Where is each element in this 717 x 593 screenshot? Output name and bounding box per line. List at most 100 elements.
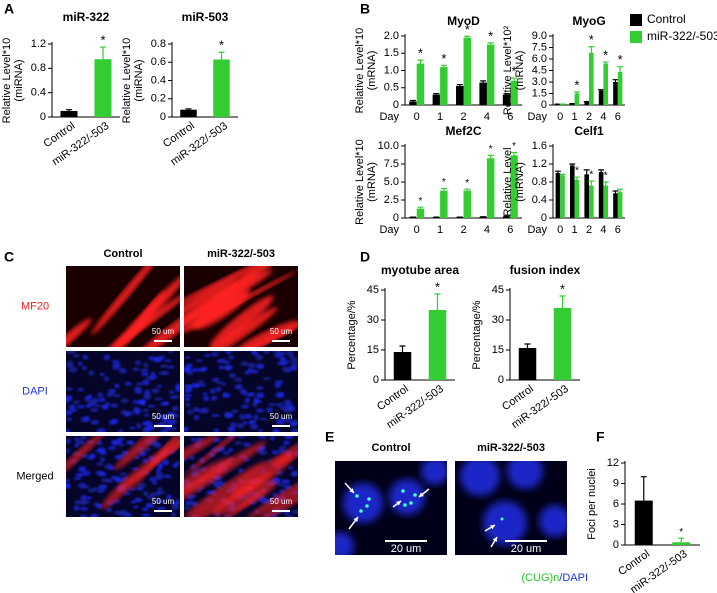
nucleus (185, 402, 191, 408)
nucleus (99, 484, 108, 488)
myotube (102, 273, 180, 347)
nucleus (257, 428, 264, 432)
significance-star: * (575, 166, 579, 177)
nucleus (107, 389, 113, 393)
nucleus (147, 423, 154, 430)
nucleus (175, 387, 180, 392)
nucleus (99, 456, 106, 463)
chart-title: Mef2C (445, 124, 481, 138)
y-tick-label: 0 (160, 111, 166, 123)
y-axis-label: Relative Level*10 (354, 28, 366, 114)
nucleus (134, 360, 142, 366)
error-bar (433, 93, 440, 95)
nucleus (158, 371, 165, 375)
myotube (91, 266, 163, 336)
nucleus (242, 421, 249, 425)
nucleus (101, 405, 109, 410)
nucleus (252, 352, 260, 356)
nucleus (129, 426, 136, 430)
nucleus (171, 511, 177, 517)
error-bar (612, 190, 619, 194)
panel-letter: B (360, 1, 370, 17)
nucleus (184, 384, 193, 388)
nucleus (271, 450, 280, 455)
nucleus (283, 399, 292, 405)
significance-star: * (603, 48, 608, 63)
nucleus (137, 482, 146, 489)
nucleus (98, 397, 106, 403)
nucleus (222, 360, 231, 365)
bar (613, 82, 618, 105)
rna-focus (500, 517, 504, 521)
nucleus (168, 419, 178, 424)
nucleus (245, 392, 254, 397)
nucleus (136, 382, 144, 386)
scale-label: 50 um (270, 412, 293, 421)
nucleus (282, 407, 288, 413)
significance-star: * (589, 170, 593, 181)
x-tick-label: 1 (437, 224, 443, 236)
nucleus (171, 504, 180, 511)
nucleus (190, 437, 197, 442)
bar (432, 94, 441, 105)
nucleus (234, 441, 242, 445)
nucleus (99, 372, 105, 377)
nucleus (421, 461, 447, 485)
nucleus (164, 359, 172, 363)
nucleus (113, 511, 122, 515)
chart-title: fusion index (510, 263, 581, 277)
nucleus (289, 421, 298, 427)
nucleus (204, 353, 211, 358)
nucleus (284, 436, 293, 439)
error-bar (503, 93, 510, 95)
nucleus (133, 406, 140, 413)
significance-star: * (219, 38, 224, 53)
y-axis-label: Foci per nuclei (586, 468, 598, 540)
nucleus (73, 400, 80, 405)
nucleus (103, 354, 110, 361)
nucleus (106, 392, 115, 397)
legend-swatch (630, 31, 642, 43)
y-tick-label: 0.4 (532, 194, 547, 206)
x-axis-label: Day (379, 224, 399, 236)
bar (409, 101, 417, 105)
nucleus (234, 384, 243, 390)
error-bar (598, 89, 605, 91)
chart-title: MyoG (572, 14, 605, 28)
x-tick-label: 6 (615, 111, 621, 123)
error-bar (573, 176, 580, 180)
nucleus (258, 436, 267, 439)
nucleus (248, 419, 254, 426)
nucleus (242, 442, 251, 447)
nucleus (106, 507, 113, 513)
nucleus (124, 381, 133, 386)
error-bar (464, 35, 471, 38)
error-bar (640, 476, 647, 501)
nucleus (202, 407, 210, 414)
error-bar (617, 66, 624, 73)
nucleus (184, 426, 189, 432)
error-bar (598, 169, 605, 173)
nucleus (263, 351, 270, 354)
error-bar (559, 295, 566, 308)
rna-focus (359, 509, 363, 513)
nucleus (220, 381, 227, 386)
nucleus (291, 360, 298, 366)
y-tick-label: 0 (393, 212, 399, 224)
nucleus (240, 361, 249, 367)
x-axis-label: Day (379, 111, 399, 123)
significance-star: * (442, 177, 446, 188)
chart-title: miR-322 (63, 10, 110, 24)
nucleus (259, 417, 268, 421)
bar (463, 37, 471, 105)
nucleus (81, 365, 88, 370)
nucleus (209, 388, 216, 394)
nucleus (258, 365, 264, 369)
nucleus (230, 422, 237, 428)
error-bar (602, 181, 609, 186)
nucleus (95, 470, 105, 476)
y-tick-label: 30 (492, 314, 504, 326)
nucleus (108, 466, 115, 470)
nucleus (143, 490, 149, 497)
nucleus (187, 409, 194, 415)
